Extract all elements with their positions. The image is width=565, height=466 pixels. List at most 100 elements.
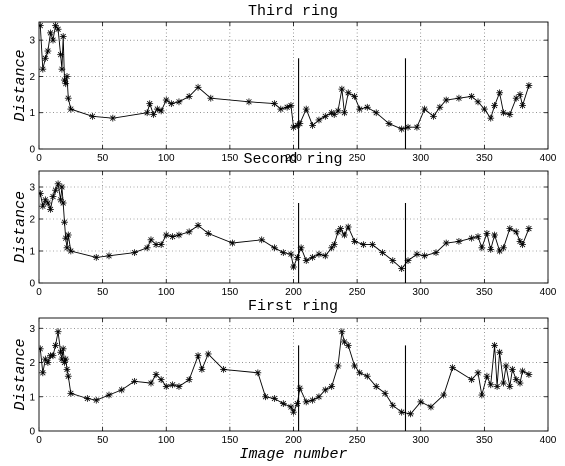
data-point bbox=[480, 105, 488, 113]
data-point bbox=[52, 22, 59, 30]
data-point bbox=[54, 328, 62, 336]
data-point bbox=[407, 410, 414, 418]
data-point bbox=[449, 364, 456, 372]
data-point bbox=[131, 249, 138, 256]
data-point bbox=[220, 365, 227, 373]
x-tick-label: 350 bbox=[476, 153, 493, 164]
data-point bbox=[491, 102, 498, 109]
data-point bbox=[279, 400, 287, 408]
data-point bbox=[54, 25, 62, 33]
data-point bbox=[398, 125, 406, 133]
y-tick-label: 3 bbox=[29, 36, 35, 47]
data-point bbox=[58, 183, 66, 191]
data-point bbox=[47, 29, 54, 37]
data-point bbox=[64, 372, 72, 380]
data-point bbox=[421, 105, 428, 113]
data-point bbox=[49, 36, 57, 44]
x-tick-label: 150 bbox=[222, 287, 239, 298]
data-point bbox=[67, 389, 75, 397]
data-point bbox=[290, 408, 297, 416]
y-tick-label: 1 bbox=[29, 108, 35, 119]
y-tick-label: 2 bbox=[29, 72, 35, 83]
data-point bbox=[39, 202, 47, 210]
data-point bbox=[421, 252, 428, 260]
data-point bbox=[52, 186, 59, 194]
data-point bbox=[334, 362, 342, 370]
data-point bbox=[92, 396, 100, 404]
data-point bbox=[483, 230, 491, 237]
data-point bbox=[474, 369, 482, 377]
data-point bbox=[344, 341, 352, 349]
data-point bbox=[39, 345, 44, 353]
data-point bbox=[59, 345, 67, 353]
data-point bbox=[500, 109, 507, 117]
data-point bbox=[185, 376, 193, 384]
data-point bbox=[207, 94, 215, 102]
y-tick-label: 3 bbox=[29, 183, 35, 194]
data-point bbox=[54, 180, 62, 188]
data-point bbox=[389, 401, 397, 409]
data-point bbox=[105, 391, 113, 399]
data-point bbox=[381, 389, 389, 397]
data-point bbox=[468, 92, 476, 100]
data-point bbox=[455, 238, 463, 245]
data-point bbox=[157, 376, 165, 384]
x-tick-label: 350 bbox=[476, 435, 493, 446]
data-point bbox=[41, 54, 49, 62]
data-point bbox=[62, 80, 70, 88]
data-point bbox=[385, 120, 393, 127]
data-point bbox=[344, 223, 352, 231]
data-point bbox=[330, 241, 338, 248]
data-point bbox=[169, 381, 177, 389]
data-point bbox=[262, 393, 269, 401]
data-point bbox=[41, 196, 49, 204]
data-point bbox=[372, 383, 380, 390]
data-point bbox=[105, 252, 113, 260]
y-tick-label: 1 bbox=[29, 392, 35, 403]
data-point bbox=[487, 114, 495, 122]
x-tick-label: 150 bbox=[222, 435, 239, 446]
x-tick-label: 0 bbox=[36, 153, 42, 164]
data-point bbox=[271, 100, 278, 108]
data-point bbox=[63, 244, 71, 252]
data-point bbox=[321, 112, 329, 120]
data-point bbox=[279, 249, 287, 256]
data-point bbox=[493, 383, 501, 390]
x-tick-label: 100 bbox=[158, 287, 175, 298]
data-point bbox=[512, 376, 520, 384]
panel-title: Third ring bbox=[248, 3, 338, 20]
x-tick-label: 0 bbox=[36, 287, 42, 298]
data-point bbox=[44, 199, 52, 207]
data-point bbox=[287, 250, 295, 258]
data-point bbox=[162, 231, 170, 239]
data-point bbox=[525, 82, 533, 89]
x-tick-label: 0 bbox=[36, 435, 42, 446]
data-point bbox=[506, 111, 514, 118]
data-point bbox=[413, 123, 421, 131]
data-point bbox=[204, 230, 212, 237]
data-point bbox=[64, 231, 72, 239]
data-point bbox=[506, 383, 514, 390]
data-point bbox=[427, 403, 435, 411]
data-point bbox=[185, 228, 193, 236]
data-point bbox=[271, 244, 278, 252]
data-point bbox=[185, 92, 193, 100]
data-point bbox=[455, 94, 463, 102]
data-point bbox=[146, 100, 154, 108]
data-point bbox=[500, 379, 507, 387]
data-point bbox=[169, 233, 177, 240]
data-point bbox=[293, 254, 301, 261]
data-point bbox=[194, 222, 202, 229]
data-point bbox=[379, 249, 386, 256]
data-point bbox=[67, 105, 75, 113]
y-tick-label: 0 bbox=[29, 279, 35, 290]
data-point bbox=[468, 376, 476, 384]
data-point bbox=[483, 372, 491, 380]
data-point bbox=[334, 107, 342, 115]
x-tick-label: 300 bbox=[412, 153, 429, 164]
x-tick-label: 50 bbox=[97, 153, 109, 164]
data-point bbox=[506, 225, 514, 232]
data-point bbox=[351, 362, 358, 370]
data-point bbox=[341, 231, 348, 239]
data-point bbox=[157, 107, 165, 115]
